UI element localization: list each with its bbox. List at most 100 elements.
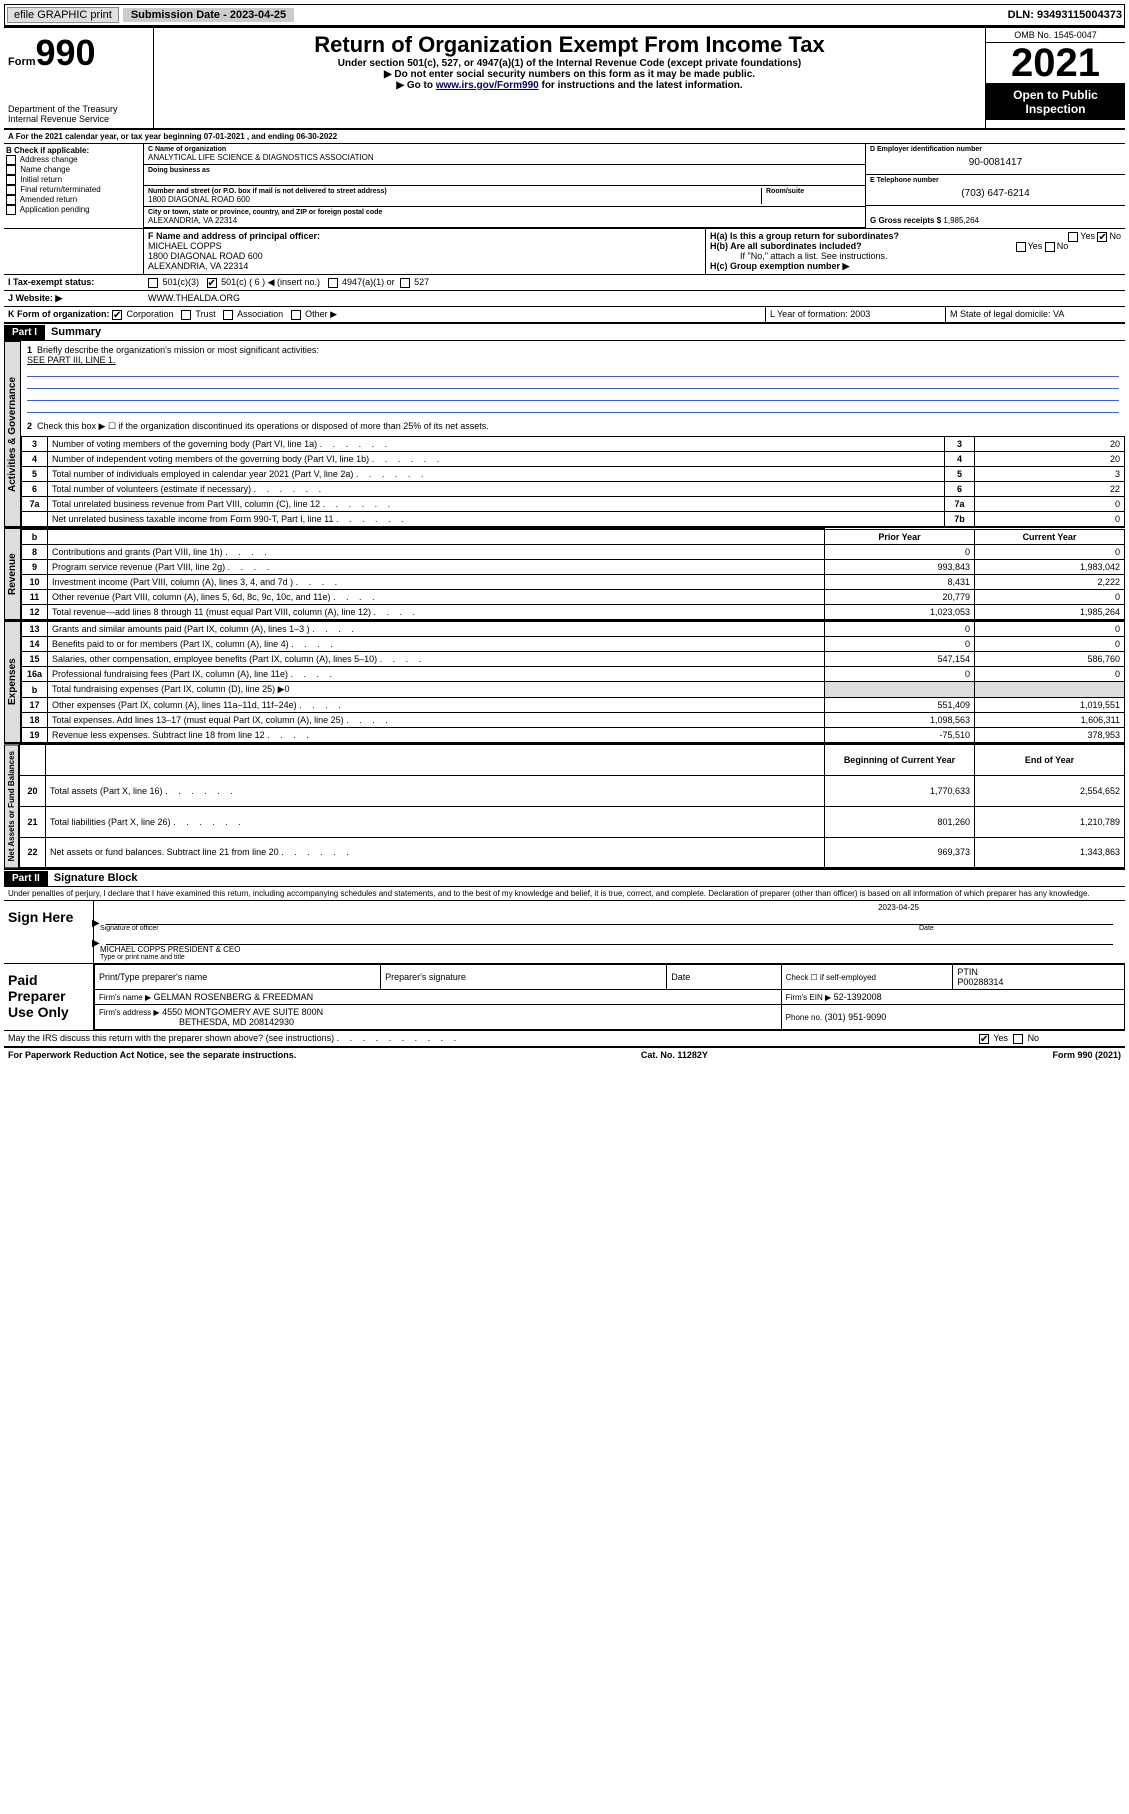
form-header: Form990 Department of the Treasury Inter… (4, 26, 1125, 130)
ha-no-checkbox[interactable] (1097, 232, 1107, 242)
form-word: Form (8, 56, 36, 68)
l-value: L Year of formation: 2003 (765, 307, 945, 322)
i-label: I Tax-exempt status: (4, 275, 144, 290)
firm-name-value: GELMAN ROSENBERG & FREEDMAN (154, 992, 314, 1002)
sig-officer-label: Signature of officer (100, 925, 919, 932)
line-a: A For the 2021 calendar year, or tax yea… (4, 130, 1125, 144)
section-i-row: I Tax-exempt status: 501(c)(3) 501(c) ( … (4, 275, 1125, 291)
name-label: C Name of organization (148, 146, 861, 153)
website-value: WWW.THEALDA.ORG (144, 291, 1125, 306)
officer-name: MICHAEL COPPS (148, 241, 701, 251)
gross-label: G Gross receipts $ (870, 216, 941, 225)
vtab-netassets: Net Assets or Fund Balances (4, 744, 19, 868)
section-j-row: J Website: ▶ WWW.THEALDA.ORG (4, 291, 1125, 307)
officer-addr2: ALEXANDRIA, VA 22314 (148, 261, 701, 271)
org-name: ANALYTICAL LIFE SCIENCE & DIAGNOSTICS AS… (148, 153, 861, 162)
firm-addr-label: Firm's address ▶ (99, 1008, 160, 1017)
perjury-declaration: Under penalties of perjury, I declare th… (4, 887, 1125, 901)
revenue-table: bPrior YearCurrent Year8Contributions an… (21, 528, 1125, 620)
paid-preparer-row: Paid Preparer Use Only Print/Type prepar… (4, 964, 1125, 1031)
b-checkbox[interactable] (6, 155, 16, 165)
dba-label: Doing business as (148, 167, 861, 174)
hb-no-checkbox[interactable] (1045, 242, 1055, 252)
b-item-label: Name change (20, 165, 70, 174)
501c3-checkbox[interactable] (148, 278, 158, 288)
officer-addr1: 1800 DIAGONAL ROAD 600 (148, 251, 701, 261)
k-checkbox[interactable] (181, 310, 191, 320)
section-b-header: B Check if applicable: (6, 146, 141, 155)
vtab-revenue: Revenue (4, 528, 21, 620)
self-employed-check: Check ☐ if self-employed (781, 965, 953, 990)
part2-header: Part II (4, 871, 48, 886)
tel-label: E Telephone number (870, 177, 1121, 184)
addr-label: Number and street (or P.O. box if mail i… (148, 188, 761, 195)
hb-yes-checkbox[interactable] (1016, 242, 1026, 252)
section-k-row: K Form of organization: Corporation Trus… (4, 307, 1125, 324)
b-checkbox[interactable] (6, 205, 16, 215)
501c-checkbox[interactable] (207, 278, 217, 288)
hb-label: H(b) Are all subordinates included? (710, 241, 862, 251)
phone-value: (301) 951-9090 (825, 1012, 887, 1022)
b-checkbox[interactable] (6, 185, 16, 195)
form-footer: Form 990 (2021) (1052, 1050, 1121, 1060)
sig-date-value: 2023-04-25 (100, 903, 1119, 912)
phone-label: Phone no. (786, 1013, 822, 1022)
may-irs-no-checkbox[interactable] (1013, 1034, 1023, 1044)
irs-link[interactable]: www.irs.gov/Form990 (436, 80, 539, 91)
part1-title: Summary (45, 324, 107, 340)
top-toolbar: efile GRAPHIC print Submission Date - 20… (4, 4, 1125, 26)
may-irs-yes-checkbox[interactable] (979, 1034, 989, 1044)
q1-value: SEE PART III, LINE 1. (27, 355, 116, 365)
form-number: 990 (36, 32, 96, 73)
m-value: M State of legal domicile: VA (945, 307, 1125, 322)
officer-name-label: Type or print name and title (100, 954, 1119, 961)
ha-label: H(a) Is this a group return for subordin… (710, 231, 899, 241)
b-checkbox[interactable] (6, 195, 16, 205)
hc-label: H(c) Group exemption number ▶ (710, 261, 1121, 272)
officer-label: F Name and address of principal officer: (148, 231, 701, 241)
prep-name-label: Print/Type preparer's name (99, 972, 376, 982)
street-address: 1800 DIAGONAL ROAD 600 (148, 195, 761, 204)
room-label: Room/suite (766, 188, 861, 195)
j-label: J Website: ▶ (4, 291, 144, 306)
firm-ein-label: Firm's EIN ▶ (786, 993, 831, 1002)
tax-year: 2021 (986, 43, 1125, 84)
prep-sig-label: Preparer's signature (385, 972, 662, 982)
submission-date: Submission Date - 2023-04-25 (123, 8, 294, 22)
ein-label: D Employer identification number (870, 146, 1121, 153)
cat-number: Cat. No. 11282Y (641, 1050, 708, 1060)
527-checkbox[interactable] (400, 278, 410, 288)
tel-value: (703) 647-6214 (870, 184, 1121, 203)
firm-addr1-value: 4550 MONTGOMERY AVE SUITE 800N (162, 1007, 323, 1017)
b-checkbox[interactable] (6, 165, 16, 175)
gross-value: 1,985,264 (943, 216, 979, 225)
irs-label: Internal Revenue Service (8, 114, 149, 124)
form-title: Return of Organization Exempt From Incom… (158, 32, 981, 58)
vtab-expenses: Expenses (4, 621, 21, 743)
efile-print-button[interactable]: efile GRAPHIC print (7, 7, 119, 23)
officer-name-title: MICHAEL COPPS PRESIDENT & CEO (100, 945, 1119, 954)
prep-date-label: Date (671, 972, 776, 982)
k-checkbox[interactable] (112, 310, 122, 320)
b-item-label: Address change (20, 155, 78, 164)
k-checkbox[interactable] (291, 310, 301, 320)
firm-ein-value: 52-1392008 (834, 992, 882, 1002)
ha-yes-checkbox[interactable] (1068, 232, 1078, 242)
ptin-value: P00288314 (957, 977, 1120, 987)
4947-checkbox[interactable] (328, 278, 338, 288)
expenses-table: 13Grants and similar amounts paid (Part … (21, 621, 1125, 743)
k-checkbox[interactable] (223, 310, 233, 320)
b-item-label: Final return/terminated (20, 185, 100, 194)
netassets-table: Beginning of Current YearEnd of Year20To… (19, 744, 1125, 868)
sig-date-label: Date (919, 925, 1119, 932)
b-item-label: Amended return (20, 195, 77, 204)
q2-text: Check this box ▶ ☐ if the organization d… (37, 421, 489, 431)
part1-header: Part I (4, 325, 45, 340)
sign-here-label: Sign Here (4, 901, 94, 963)
part2-title: Signature Block (48, 870, 144, 886)
paperwork-notice: For Paperwork Reduction Act Notice, see … (8, 1050, 296, 1060)
b-checkbox[interactable] (6, 175, 16, 185)
firm-name-label: Firm's name ▶ (99, 993, 151, 1002)
sign-here-row: Sign Here 2023-04-25 Signature of office… (4, 901, 1125, 964)
may-irs-discuss: May the IRS discuss this return with the… (4, 1031, 975, 1046)
